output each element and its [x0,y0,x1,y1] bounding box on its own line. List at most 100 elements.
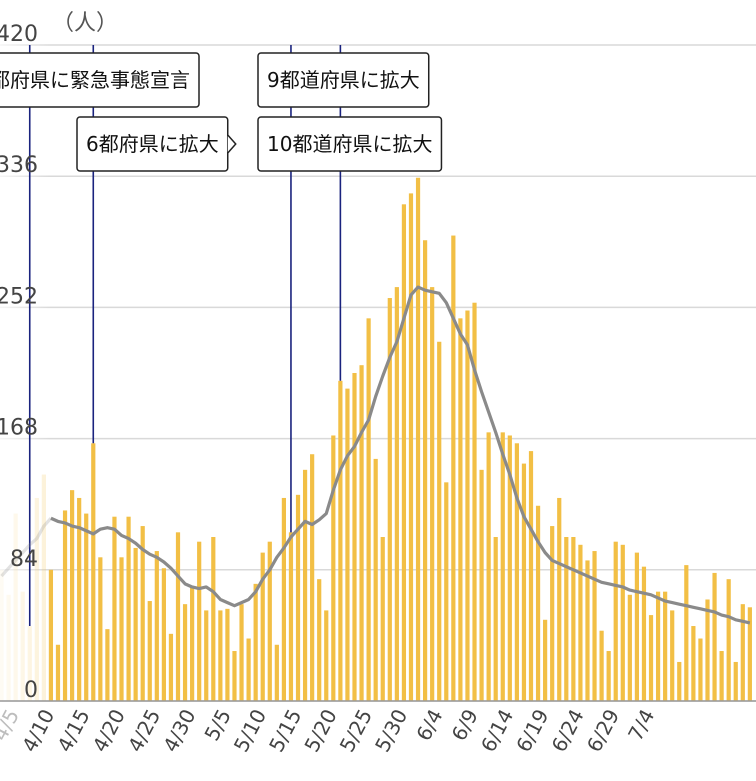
bar [204,610,209,701]
bar [288,532,294,701]
bar [380,537,385,701]
bar [70,490,75,701]
x-tick-label: 4/20 [88,705,130,756]
bar [281,497,286,701]
bar [500,432,505,701]
bar [394,287,399,701]
y-tick-label: 252 [0,284,38,309]
bar [514,443,519,701]
bar [260,552,265,701]
bar [543,619,548,701]
bar [161,568,166,701]
bar [331,435,336,701]
bar [267,541,272,701]
bar [154,551,159,701]
bar [528,451,534,701]
bar [479,469,484,701]
x-tick-label: 5/15 [264,705,306,756]
bar [401,204,407,702]
bar [310,454,315,701]
bar [465,310,470,701]
bar [564,537,569,701]
bar [225,608,230,701]
bar [430,287,435,701]
bar [415,177,421,701]
average-line [0,285,751,625]
bar [182,604,188,701]
bar [599,630,604,701]
y-tick-label: 420 [0,22,38,47]
bar [521,463,527,701]
bar [55,644,61,701]
annotation-callout: 9都道府県に拡大 [257,52,430,108]
bar [105,629,110,701]
bar [677,661,682,701]
annotation-text: 7都府県に緊急事態宣言 [0,68,190,92]
bar [458,318,463,701]
bar [62,510,68,701]
bar [324,610,329,701]
bar [606,651,611,701]
bar [366,318,371,701]
bar [91,443,96,701]
bar [119,557,124,701]
bar [719,651,724,701]
bar [246,638,251,701]
bar [472,302,477,701]
x-tick-label: 6/9 [447,705,483,745]
bar [557,497,562,701]
bar [444,482,449,701]
bar [451,235,456,702]
bar [147,601,152,701]
bar [126,516,131,701]
x-tick-label: 6/14 [476,705,518,756]
annotation-text: 6都府県に拡大 [86,132,219,156]
x-tick-label: 5/30 [370,705,412,756]
annotation-callout: 10都道府県に拡大 [257,116,443,172]
y-tick-label: 168 [0,416,38,441]
bar [423,240,428,701]
bar [641,566,647,701]
bar [98,557,103,701]
y-tick-label: 336 [0,153,38,178]
bar [338,380,343,701]
bar-series [0,177,752,702]
bar [493,537,498,701]
annotation-callout: 7都府県に緊急事態宣言 [0,52,200,108]
bar [535,505,541,701]
x-tick-label: 7/4 [623,705,659,745]
bar [550,526,555,701]
bar [387,298,392,701]
bar [253,583,258,701]
bar [691,626,696,701]
bar [733,661,738,701]
bar [345,388,350,701]
annotation-box [0,52,200,108]
left-fade-overlay [0,0,51,781]
bar [168,633,174,701]
y-tick-label: 84 [10,547,38,572]
bar [684,565,689,701]
annotation-callout: 6都府県に拡大 [76,116,237,172]
callout-pointer [227,134,237,154]
bar [670,610,675,701]
bar [747,607,752,701]
bar [302,469,308,701]
x-tick-label: 6/4 [411,705,447,745]
bar [712,572,717,701]
x-tick-label: 4/25 [123,705,165,756]
average-line-faded [0,517,53,578]
bar [77,497,82,701]
bar [507,435,512,701]
bar [274,644,279,701]
bar [592,551,597,701]
x-tick-label: 5/5 [200,705,236,745]
annotation-box [257,52,430,108]
x-tick-label: 5/10 [229,705,271,756]
bar [740,604,745,701]
bar [373,458,378,701]
bar [190,586,195,701]
bar [232,651,237,701]
bar [140,526,145,701]
